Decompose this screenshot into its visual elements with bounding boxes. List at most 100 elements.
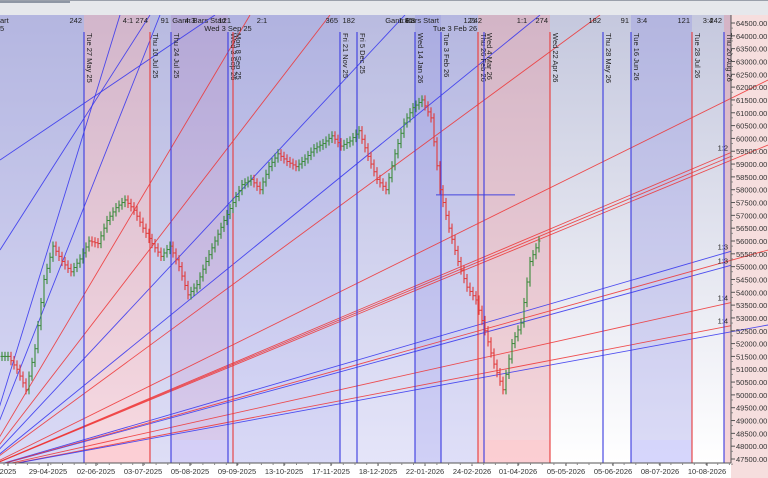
cycle-count-label: 91 <box>405 16 413 25</box>
svg-text:3:4: 3:4 <box>703 16 713 25</box>
svg-text:Wed 3 Sep 25: Wed 3 Sep 25 <box>204 24 251 33</box>
svg-text:48500.00: 48500.00 <box>736 429 767 438</box>
svg-text:22-01-2026: 22-01-2026 <box>406 467 444 476</box>
date-axis[interactable]: 2025 29-04-2025 02-06-2025 03-07-2025 05-08-… <box>0 462 731 478</box>
svg-text:50500.00: 50500.00 <box>736 378 767 387</box>
time-marker-label: Thu 28 May 26 <box>604 33 613 83</box>
cycle-count-label: 242 <box>709 16 722 25</box>
cycle-count-label: Gann Bars Start <box>172 16 227 25</box>
svg-text:09-09-2025: 09-09-2025 <box>218 467 256 476</box>
cycle-count-label: 242 <box>69 16 82 25</box>
svg-text:art: art <box>0 16 10 25</box>
svg-text:53000.00: 53000.00 <box>736 314 767 323</box>
svg-text:49500.00: 49500.00 <box>736 404 767 413</box>
svg-text:1:2: 1:2 <box>718 144 728 153</box>
cycle-count-label: 182 <box>342 16 355 25</box>
svg-text:2:1: 2:1 <box>257 16 267 25</box>
svg-text:08-07-2026: 08-07-2026 <box>641 467 679 476</box>
svg-text:64000.00: 64000.00 <box>736 32 767 41</box>
cycle-count-label: 121 <box>218 16 231 25</box>
svg-text:5: 5 <box>0 24 4 33</box>
cycle-count-label: 121 <box>463 16 476 25</box>
svg-text:18-12-2025: 18-12-2025 <box>359 467 397 476</box>
svg-text:29-04-2025: 29-04-2025 <box>29 467 67 476</box>
svg-text:60000.00: 60000.00 <box>736 134 767 143</box>
svg-text:57000.00: 57000.00 <box>736 211 767 220</box>
vertical-time-markers: Tue 27 May 25 Thu 10 Jul 25 Thu 24 Jul 25 W… <box>83 32 734 463</box>
svg-text:17-11-2025: 17-11-2025 <box>312 467 350 476</box>
svg-text:1:4:3: 1:4:3 <box>399 16 416 25</box>
time-marker-label: Fri 5 Dec 25 <box>358 33 367 74</box>
cycle-count-label: 242 <box>469 16 482 25</box>
cycle-count-label: 274 <box>535 16 548 25</box>
cycle-count-label: 365 <box>325 16 338 25</box>
svg-text:64500.00: 64500.00 <box>736 19 767 28</box>
svg-text:48000.00: 48000.00 <box>736 442 767 451</box>
svg-text:56500.00: 56500.00 <box>736 224 767 233</box>
svg-text:52000.00: 52000.00 <box>736 340 767 349</box>
tab-strip[interactable] <box>0 1 70 3</box>
svg-text:47500.00: 47500.00 <box>736 455 767 464</box>
svg-text:59000.00: 59000.00 <box>736 160 767 169</box>
cycle-count-label: 182 <box>588 16 601 25</box>
svg-text:60500.00: 60500.00 <box>736 122 767 131</box>
gann-fan-lines <box>0 15 768 467</box>
time-marker-label: Tue 3 Feb 26 <box>442 33 451 77</box>
gann-chart[interactable]: Tue 27 May 25 Thu 10 Jul 25 Thu 24 Jul 25 W… <box>0 15 768 478</box>
cycle-count-label: 91 <box>161 16 169 25</box>
svg-text:55500.00: 55500.00 <box>736 250 767 259</box>
svg-text:4:1: 4:1 <box>123 16 133 25</box>
svg-text:53500.00: 53500.00 <box>736 301 767 310</box>
svg-text:4:3: 4:3 <box>185 16 195 25</box>
svg-text:55000.00: 55000.00 <box>736 263 767 272</box>
svg-text:52500.00: 52500.00 <box>736 327 767 336</box>
svg-text:61500.00: 61500.00 <box>736 96 767 105</box>
svg-text:2025: 2025 <box>0 467 16 476</box>
cycle-count-label: 274 <box>135 16 148 25</box>
svg-text:03-07-2025: 03-07-2025 <box>124 467 162 476</box>
time-marker-label: Tue 27 May 25 <box>85 33 94 83</box>
svg-text:54000.00: 54000.00 <box>736 288 767 297</box>
svg-text:51500.00: 51500.00 <box>736 352 767 361</box>
svg-text:57500.00: 57500.00 <box>736 199 767 208</box>
svg-text:59500.00: 59500.00 <box>736 147 767 156</box>
svg-text:1:1: 1:1 <box>517 16 527 25</box>
svg-text:58000.00: 58000.00 <box>736 186 767 195</box>
svg-text:1:4: 1:4 <box>718 317 728 326</box>
svg-text:62000.00: 62000.00 <box>736 83 767 92</box>
svg-text:02-06-2025: 02-06-2025 <box>77 467 115 476</box>
svg-text:01-04-2026: 01-04-2026 <box>499 467 537 476</box>
time-marker-label: Thu 10 Jul 25 <box>151 33 160 78</box>
svg-text:13-10-2025: 13-10-2025 <box>265 467 303 476</box>
svg-text:3:4: 3:4 <box>637 16 647 25</box>
time-marker-label: Thu 24 Jul 25 <box>172 33 181 78</box>
svg-text:62500.00: 62500.00 <box>736 70 767 79</box>
time-marker-label: Mon 8 Sep 25 <box>234 33 243 80</box>
time-marker-label: Tue 16 Jun 26 <box>632 33 641 81</box>
svg-text:61000.00: 61000.00 <box>736 109 767 118</box>
price-bars <box>0 95 541 395</box>
svg-text:1:3: 1:3 <box>718 256 728 265</box>
svg-text:05-06-2026: 05-06-2026 <box>594 467 632 476</box>
window-top-bar <box>0 0 768 15</box>
time-bands <box>0 15 731 463</box>
time-marker-label: Fri 21 Nov 25 <box>341 33 350 78</box>
time-marker-label: Wed 14 Jan 26 <box>416 33 425 83</box>
cycle-count-label: 91 <box>621 16 629 25</box>
svg-text:50000.00: 50000.00 <box>736 391 767 400</box>
time-marker-label: Wed 4 Mar 26 <box>485 33 494 80</box>
svg-text:24-02-2026: 24-02-2026 <box>453 467 491 476</box>
svg-text:63000.00: 63000.00 <box>736 57 767 66</box>
svg-text:63500.00: 63500.00 <box>736 45 767 54</box>
svg-text:54500.00: 54500.00 <box>736 275 767 284</box>
svg-text:56000.00: 56000.00 <box>736 237 767 246</box>
svg-text:49000.00: 49000.00 <box>736 417 767 426</box>
svg-text:51000.00: 51000.00 <box>736 365 767 374</box>
cycle-count-label: 121 <box>677 16 690 25</box>
cycle-count-label: Gann Bars Start <box>385 16 440 25</box>
price-axis[interactable]: 64500.00 64000.00 63500.00 63000.00 62500.00… <box>730 15 767 465</box>
svg-text:1:4: 1:4 <box>718 294 728 303</box>
svg-text:Tue 3 Feb 26: Tue 3 Feb 26 <box>433 24 477 33</box>
svg-text:05-05-2026: 05-05-2026 <box>547 467 585 476</box>
